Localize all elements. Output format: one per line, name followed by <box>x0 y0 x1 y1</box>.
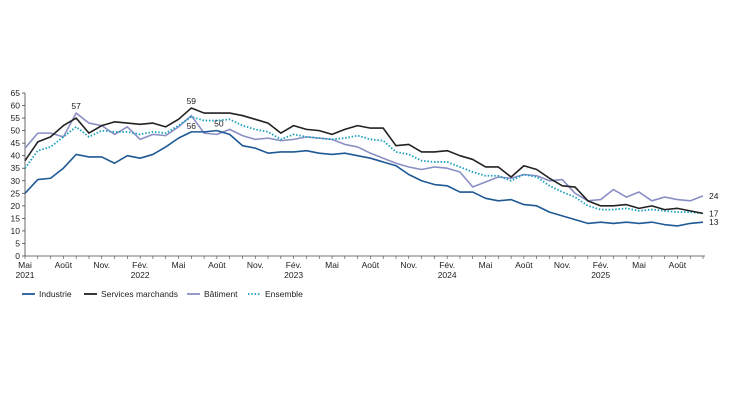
x-tick-label: Août <box>362 260 380 270</box>
x-tick-label: Fév. <box>132 260 148 270</box>
legend: Industrie Services marchands Bâtiment Ensem… <box>22 289 303 299</box>
x-tick-label: Fév. <box>286 260 302 270</box>
y-tick-label: 25 <box>11 188 21 198</box>
series-line-industrie <box>24 129 704 227</box>
data-label: 24 <box>709 191 719 201</box>
y-tick-label: 15 <box>11 213 21 223</box>
data-label: 56 <box>187 121 197 131</box>
data-label: 57 <box>71 101 81 111</box>
x-tick-label: Fév. <box>439 260 455 270</box>
y-tick-label: 30 <box>11 176 21 186</box>
y-tick-label: 45 <box>11 138 21 148</box>
legend-label: Ensemble <box>265 289 303 299</box>
x-tick-label: Mai <box>325 260 339 270</box>
data-label: 50 <box>214 119 224 129</box>
y-tick-label: 40 <box>11 151 21 161</box>
y-tick-label: 0 <box>15 251 20 261</box>
x-tick-label: Mai <box>632 260 646 270</box>
x-tick-label: Mai <box>479 260 493 270</box>
y-tick-label: 35 <box>11 163 21 173</box>
series-line-services-marchands <box>24 107 704 215</box>
x-tick-year: 2024 <box>438 270 457 280</box>
x-tick-label: Août <box>515 260 533 270</box>
data-label: 13 <box>709 217 719 227</box>
x-tick-label: Nov. <box>247 260 264 270</box>
x-tick-label: Nov. <box>93 260 110 270</box>
data-label: 17 <box>709 208 719 218</box>
x-tick-label: Août <box>208 260 226 270</box>
x-tick-label: Nov. <box>554 260 571 270</box>
series-line-ensemble <box>24 115 704 215</box>
x-tick-year: 2022 <box>131 270 150 280</box>
data-label: 59 <box>187 96 197 106</box>
x-tick-label: Fév. <box>593 260 609 270</box>
x-tick-year: 2025 <box>591 270 610 280</box>
y-tick-label: 5 <box>15 238 20 248</box>
legend-label: Services marchands <box>101 289 178 299</box>
y-tick-label: 65 <box>11 88 21 98</box>
series-line-bâtiment <box>24 112 704 202</box>
x-tick-label: Nov. <box>400 260 417 270</box>
y-tick-label: 20 <box>11 201 21 211</box>
y-tick-label: 50 <box>11 126 21 136</box>
y-tick-label: 55 <box>11 113 21 123</box>
x-tick-label: Août <box>669 260 687 270</box>
x-tick-label: Mai <box>18 260 32 270</box>
x-tick-label: Mai <box>172 260 186 270</box>
legend-label: Industrie <box>39 289 72 299</box>
series-layer <box>24 107 704 227</box>
legend-label: Bâtiment <box>204 289 238 299</box>
x-tick-year: 2021 <box>16 270 35 280</box>
x-tick-label: Août <box>55 260 73 270</box>
y-tick-label: 60 <box>11 101 21 111</box>
y-tick-label: 10 <box>11 226 21 236</box>
x-tick-year: 2023 <box>284 270 303 280</box>
